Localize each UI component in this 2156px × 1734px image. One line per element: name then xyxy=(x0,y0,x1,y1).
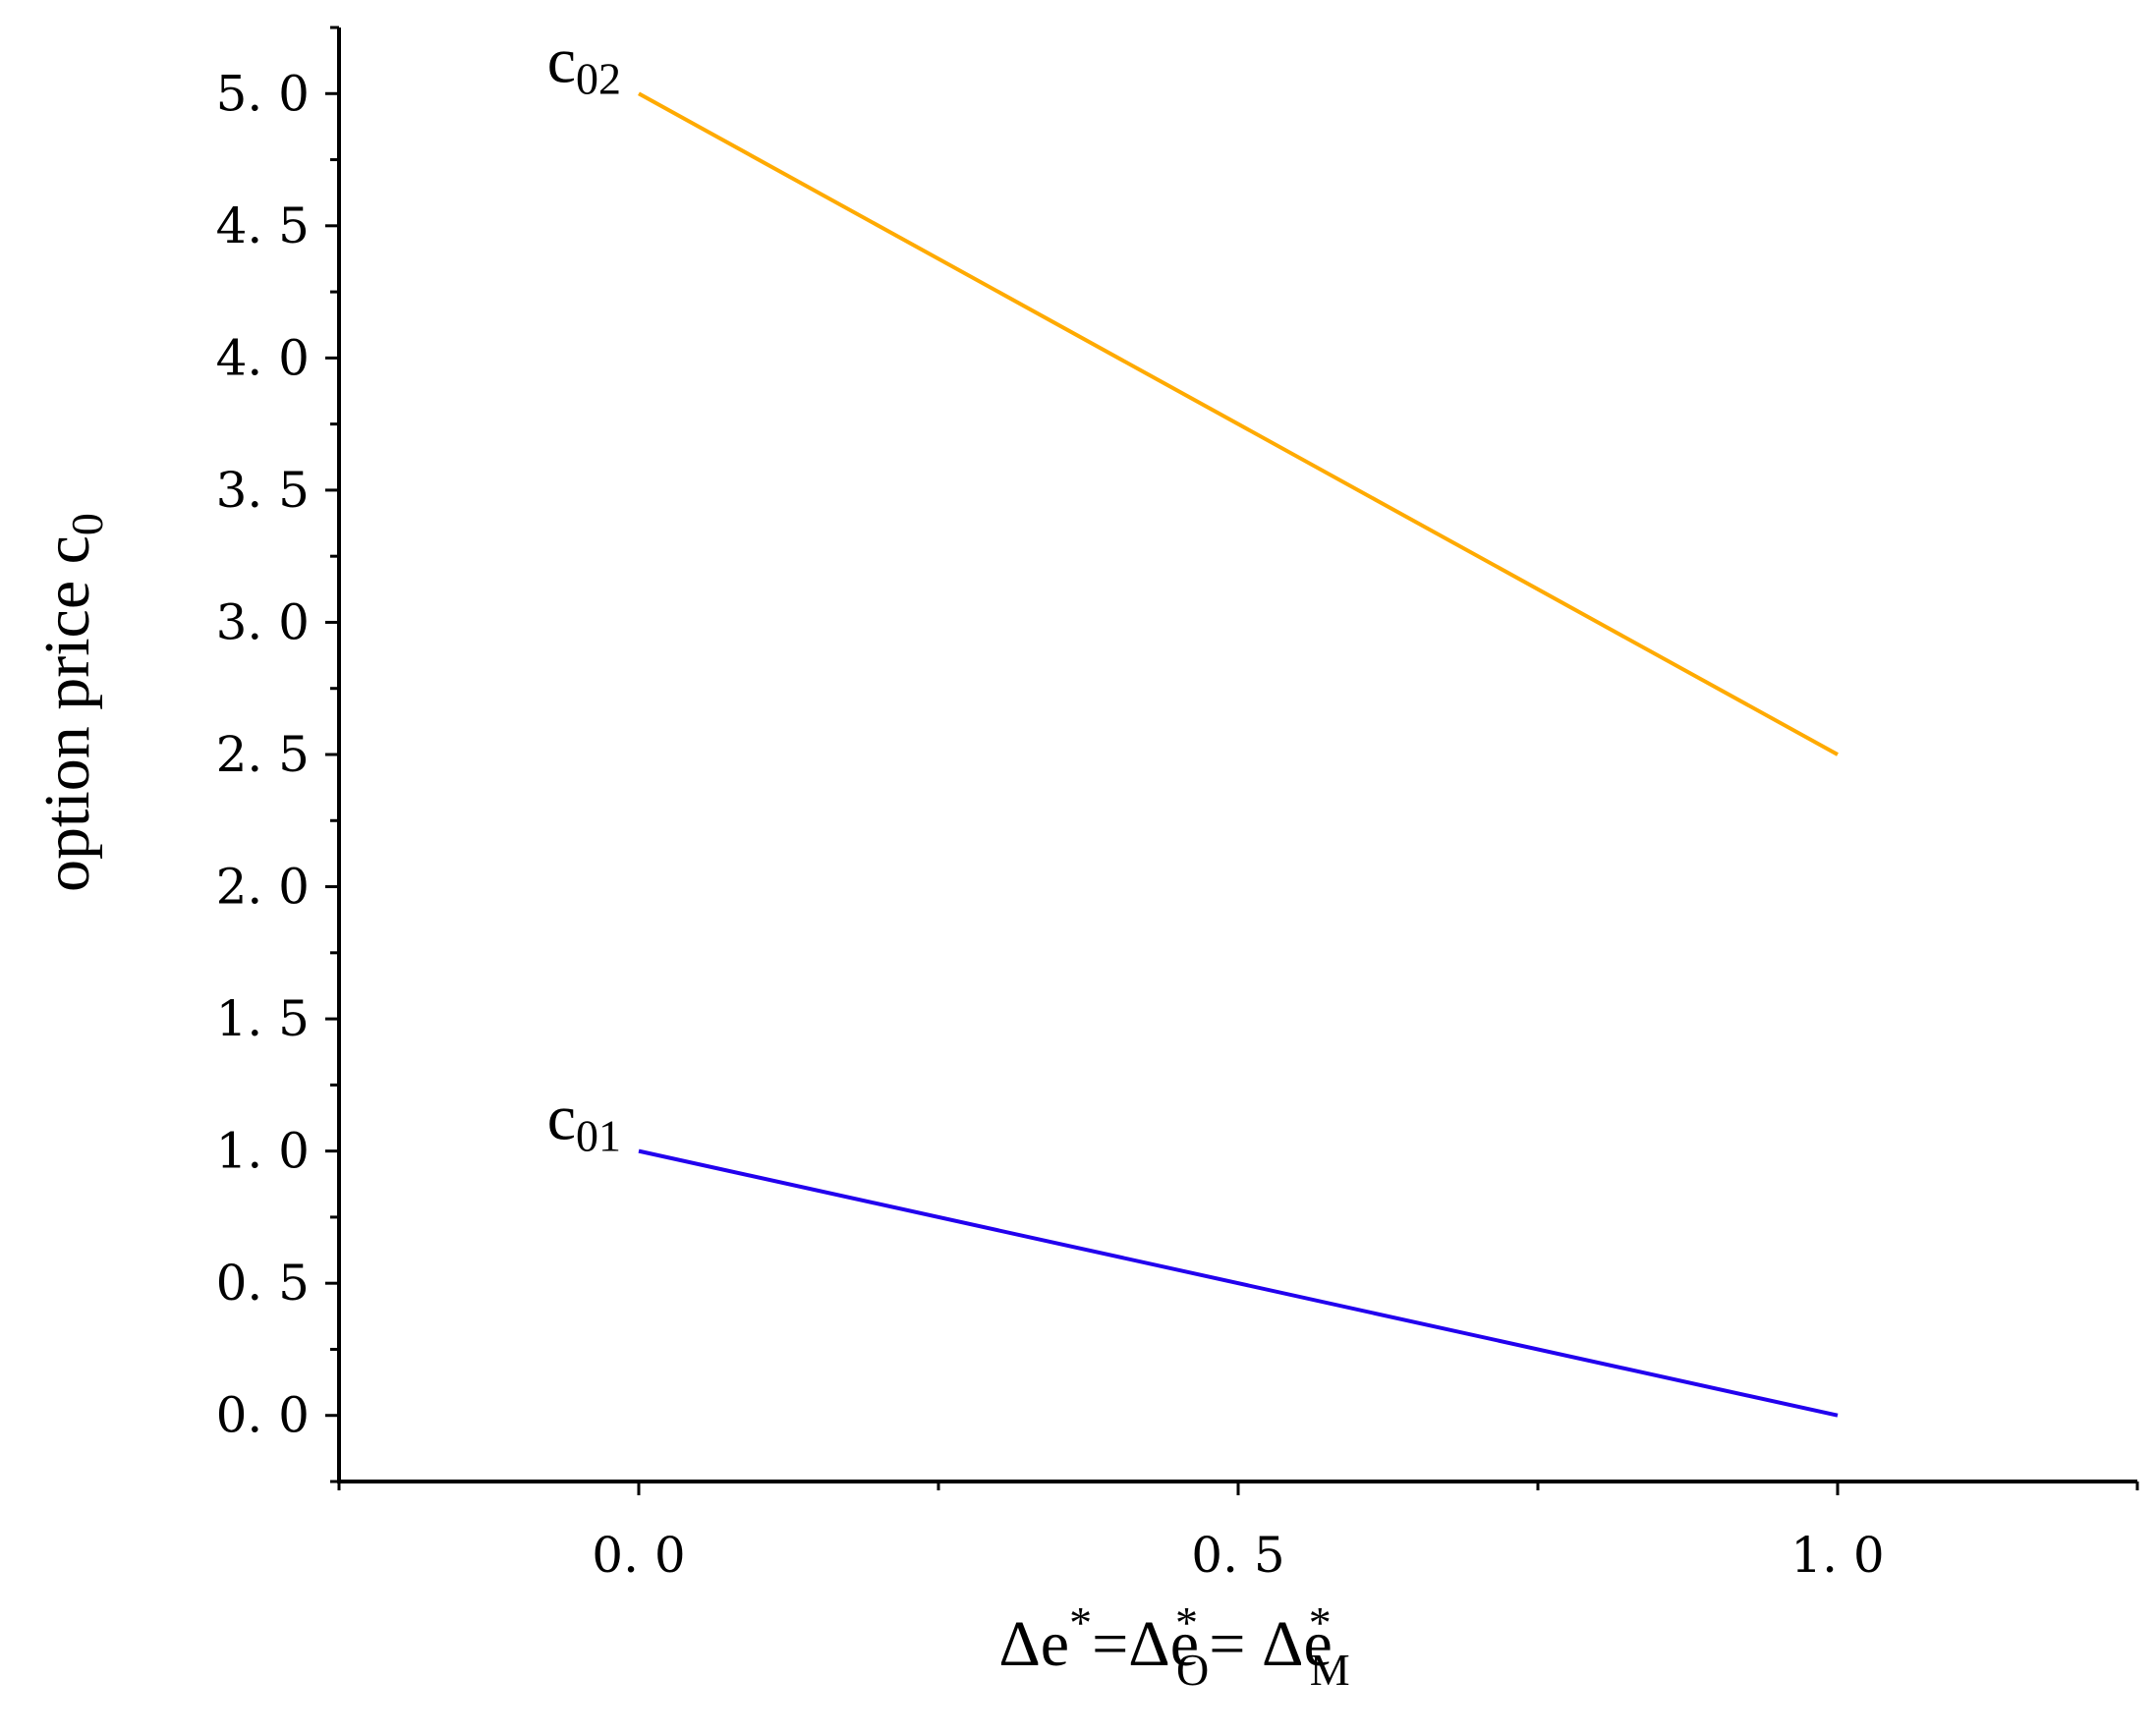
x-axis-ticks: 0. 0 0. 5 1. 0 xyxy=(337,1482,2139,1584)
x-tick-label: 0. 0 xyxy=(592,1527,685,1584)
axes xyxy=(337,28,2137,1483)
series-lines xyxy=(638,91,1839,1418)
y-tick-label: 2. 0 xyxy=(216,859,310,916)
series-line-c01 xyxy=(638,1148,1839,1418)
y-tick-label: 1. 0 xyxy=(216,1123,310,1180)
y-tick-label: 4. 0 xyxy=(216,329,310,386)
y-axis-ticks: 0. 0 0. 5 1. 0 1. 5 2. 0 2. 5 3. 0 3. 5 4. 0 4. 5… xyxy=(216,26,339,1483)
y-tick-label: 3. 0 xyxy=(216,593,310,650)
y-tick-label: 3. 5 xyxy=(216,462,310,519)
series-line-c02 xyxy=(638,91,1839,756)
y-tick-label: 0. 5 xyxy=(216,1255,310,1312)
y-axis-title: option price c0 xyxy=(31,513,112,892)
y-tick-label: 1. 5 xyxy=(216,990,310,1047)
y-tick-label: 2. 5 xyxy=(216,726,310,783)
y-tick-label: 0. 0 xyxy=(216,1387,310,1444)
series-labels: c02 c01 xyxy=(547,25,621,1160)
x-tick-label: 0. 5 xyxy=(1191,1527,1284,1584)
series-label-c01: c01 xyxy=(547,1083,621,1161)
x-axis-title: Δe*=Δe* O= Δe* M xyxy=(998,1597,1349,1695)
x-tick-label: 1. 0 xyxy=(1790,1527,1884,1584)
y-tick-label: 5. 0 xyxy=(216,65,310,122)
y-tick-label: 4. 5 xyxy=(216,197,310,254)
series-label-c02: c02 xyxy=(547,25,621,103)
